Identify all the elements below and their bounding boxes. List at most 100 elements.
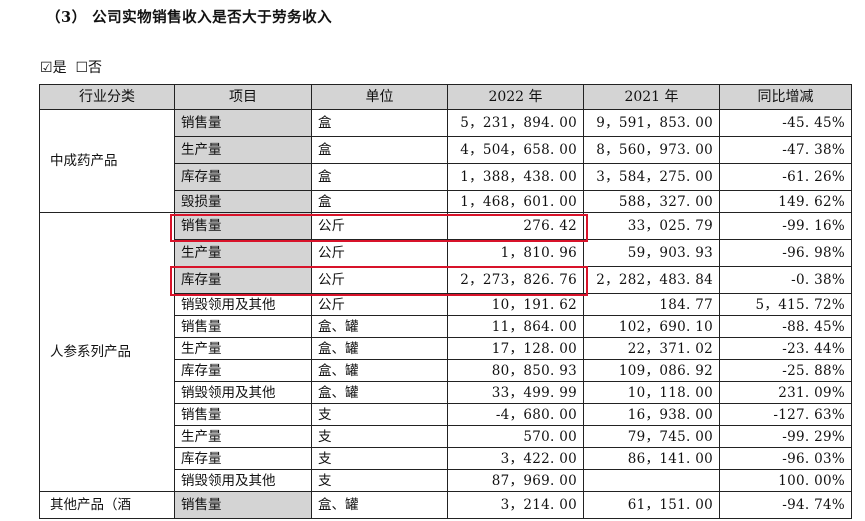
section-heading: （3） 公司实物销售收入是否大于劳务收入 bbox=[46, 9, 333, 26]
unit-cell: 支 bbox=[311, 447, 448, 470]
change-cell: -94. 74% bbox=[719, 491, 852, 519]
value-2021-cell: 33，025. 79 bbox=[583, 212, 720, 240]
change-cell: -45. 45% bbox=[719, 109, 852, 137]
unit-cell: 公斤 bbox=[311, 293, 448, 316]
group-cell: 人参系列产品 bbox=[39, 212, 175, 492]
item-cell: 生产量 bbox=[174, 337, 312, 360]
unit-cell: 盒、罐 bbox=[311, 359, 448, 382]
value-2022-cell: 87，969. 00 bbox=[447, 469, 584, 492]
value-2022-cell: 11，864. 00 bbox=[447, 315, 584, 338]
value-2022-cell: 1，810. 96 bbox=[447, 239, 584, 267]
value-2021-cell: 109，086. 92 bbox=[583, 359, 720, 382]
value-2022-cell: 4，504，658. 00 bbox=[447, 136, 584, 164]
change-cell: -127. 63% bbox=[719, 403, 852, 426]
header-unit: 单位 bbox=[311, 84, 448, 110]
change-cell: -99. 16% bbox=[719, 212, 852, 240]
change-cell: -23. 44% bbox=[719, 337, 852, 360]
table-row: 生产量 支 570. 00 79，745. 00 -99. 29% bbox=[40, 425, 852, 448]
value-2021-cell: 10，118. 00 bbox=[583, 381, 720, 404]
item-cell: 销售量 bbox=[174, 403, 312, 426]
table-row: 库存量 公斤 2，273，826. 76 2，282，483. 84 -0. 3… bbox=[40, 266, 852, 294]
value-2021-cell: 3，584，275. 00 bbox=[583, 163, 720, 191]
change-cell: 231. 09% bbox=[719, 381, 852, 404]
item-cell: 库存量 bbox=[174, 266, 312, 294]
unit-cell: 盒 bbox=[311, 190, 448, 213]
value-2021-cell: 16，938. 00 bbox=[583, 403, 720, 426]
item-cell: 销售量 bbox=[174, 315, 312, 338]
value-2022-cell: -4，680. 00 bbox=[447, 403, 584, 426]
table-row: 销毁领用及其他 公斤 10，191. 62 184. 77 5，415. 72% bbox=[40, 293, 852, 316]
value-2022-cell: 1，468，601. 00 bbox=[447, 190, 584, 213]
unit-cell: 盒、罐 bbox=[311, 315, 448, 338]
item-cell: 生产量 bbox=[174, 425, 312, 448]
table-row: 毁损量 盒 1，468，601. 00 588，327. 00 149. 62% bbox=[40, 190, 852, 213]
value-2021-cell: 59，903. 93 bbox=[583, 239, 720, 267]
table-row: 销售量 盒、罐 11，864. 00 102，690. 10 -88. 45% bbox=[40, 315, 852, 338]
table-row: 销售量 支 -4，680. 00 16，938. 00 -127. 63% bbox=[40, 403, 852, 426]
unit-cell: 支 bbox=[311, 425, 448, 448]
group-cell: 中成药产品 bbox=[39, 109, 175, 213]
table-row: 生产量 盒 4，504，658. 00 8，560，973. 00 -47. 3… bbox=[40, 136, 852, 164]
table-row: 人参系列产品 销售量 公斤 276. 42 33，025. 79 -99. 16… bbox=[39, 212, 852, 492]
yes-label: 是 bbox=[52, 60, 67, 76]
value-2021-cell: 2，282，483. 84 bbox=[583, 266, 720, 294]
value-2022-cell: 3，422. 00 bbox=[447, 447, 584, 470]
unit-cell: 盒、罐 bbox=[311, 337, 448, 360]
item-cell: 库存量 bbox=[174, 359, 312, 382]
unit-cell: 盒 bbox=[311, 109, 448, 137]
value-2021-cell bbox=[583, 469, 720, 492]
header-2022: 2022 年 bbox=[447, 84, 584, 110]
header-industry: 行业分类 bbox=[39, 84, 175, 110]
table-row: 中成药产品 销售量 盒 5，231，894. 00 9，591，853. 00 … bbox=[39, 109, 852, 213]
value-2022-cell: 80，850. 93 bbox=[447, 359, 584, 382]
unchecked-box-icon: ☐ bbox=[75, 60, 89, 76]
change-cell: 100. 00% bbox=[719, 469, 852, 492]
unit-cell: 盒 bbox=[311, 163, 448, 191]
item-cell: 生产量 bbox=[174, 239, 312, 267]
table-row: 其他产品（酒 销售量 盒、罐 3，214. 00 61，151. 00 -94.… bbox=[39, 491, 852, 519]
value-2022-cell: 10，191. 62 bbox=[447, 293, 584, 316]
group-cell: 其他产品（酒 bbox=[39, 491, 175, 519]
header-item: 项目 bbox=[174, 84, 312, 110]
value-2022-cell: 5，231，894. 00 bbox=[447, 109, 584, 137]
value-2022-cell: 17，128. 00 bbox=[447, 337, 584, 360]
change-cell: -0. 38% bbox=[719, 266, 852, 294]
change-cell: -61. 26% bbox=[719, 163, 852, 191]
change-cell: -99. 29% bbox=[719, 425, 852, 448]
item-cell: 销售量 bbox=[174, 212, 312, 240]
change-cell: -88. 45% bbox=[719, 315, 852, 338]
item-cell: 销毁领用及其他 bbox=[174, 293, 312, 316]
unit-cell: 公斤 bbox=[311, 266, 448, 294]
change-cell: 149. 62% bbox=[719, 190, 852, 213]
item-cell: 库存量 bbox=[174, 447, 312, 470]
value-2021-cell: 8，560，973. 00 bbox=[583, 136, 720, 164]
change-cell: -96. 03% bbox=[719, 447, 852, 470]
unit-cell: 支 bbox=[311, 403, 448, 426]
unit-cell: 公斤 bbox=[311, 239, 448, 267]
unit-cell: 支 bbox=[311, 469, 448, 492]
value-2021-cell: 9，591，853. 00 bbox=[583, 109, 720, 137]
value-2021-cell: 184. 77 bbox=[583, 293, 720, 316]
change-cell: -96. 98% bbox=[719, 239, 852, 267]
item-cell: 销售量 bbox=[174, 491, 312, 519]
change-cell: 5，415. 72% bbox=[719, 293, 852, 316]
no-label: 否 bbox=[88, 60, 103, 76]
value-2021-cell: 102，690. 10 bbox=[583, 315, 720, 338]
header-yoy-change: 同比增减 bbox=[719, 84, 852, 110]
unit-cell: 盒 bbox=[311, 136, 448, 164]
value-2021-cell: 588，327. 00 bbox=[583, 190, 720, 213]
value-2022-cell: 570. 00 bbox=[447, 425, 584, 448]
value-2022-cell: 33，499. 99 bbox=[447, 381, 584, 404]
unit-cell: 公斤 bbox=[311, 212, 448, 240]
item-cell: 生产量 bbox=[174, 136, 312, 164]
header-2021: 2021 年 bbox=[583, 84, 720, 110]
table-row: 库存量 盒 1，388，438. 00 3，584，275. 00 -61. 2… bbox=[40, 163, 852, 191]
answer-checkboxes: ☑是 ☐否 bbox=[40, 57, 102, 77]
value-2022-cell: 3，214. 00 bbox=[447, 491, 584, 519]
unit-cell: 盒、罐 bbox=[311, 381, 448, 404]
table-header-row: 行业分类 项目 单位 2022 年 2021 年 同比增减 bbox=[39, 84, 852, 110]
change-cell: -47. 38% bbox=[719, 136, 852, 164]
unit-cell: 盒、罐 bbox=[311, 491, 448, 519]
table-row: 生产量 盒、罐 17，128. 00 22，371. 02 -23. 44% bbox=[40, 337, 852, 360]
item-cell: 销毁领用及其他 bbox=[174, 381, 312, 404]
